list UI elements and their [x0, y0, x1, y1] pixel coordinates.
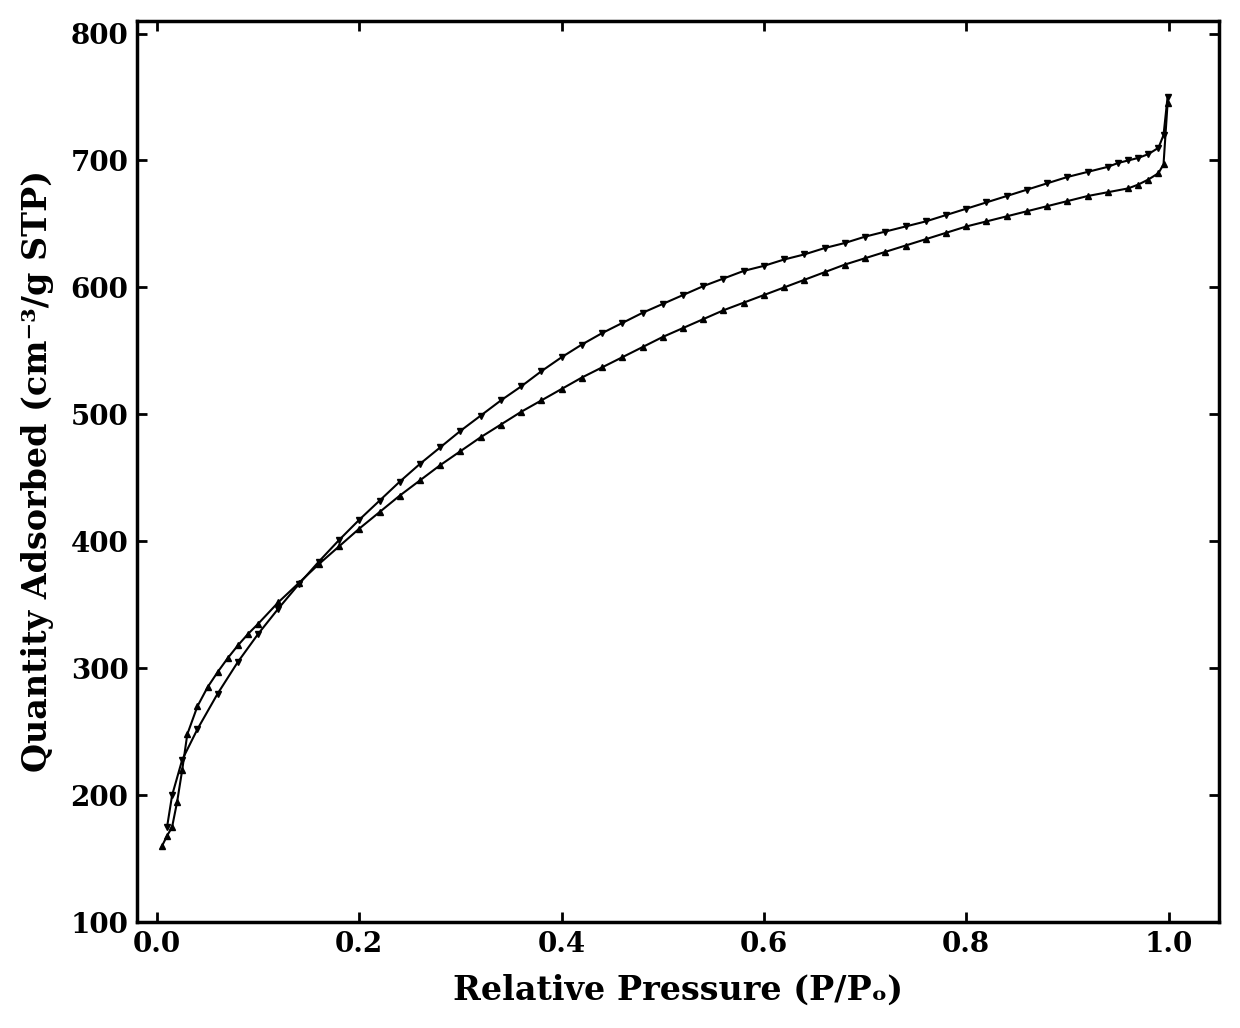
Y-axis label: Quantity Adsorbed (cm⁻³/g STP): Quantity Adsorbed (cm⁻³/g STP): [21, 171, 53, 772]
X-axis label: Relative Pressure (P/Pₒ): Relative Pressure (P/Pₒ): [453, 975, 903, 1007]
